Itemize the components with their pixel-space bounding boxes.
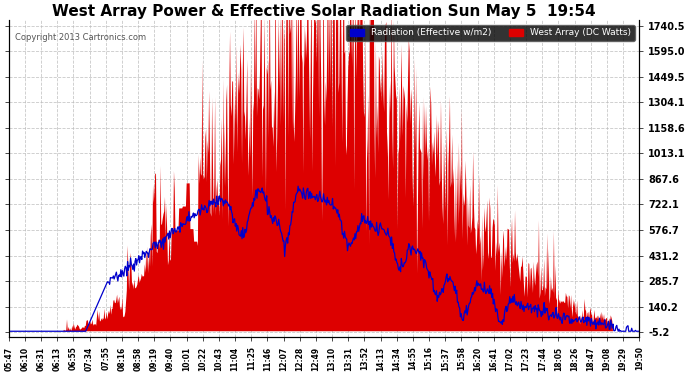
Legend: Radiation (Effective w/m2), West Array (DC Watts): Radiation (Effective w/m2), West Array (… <box>346 25 635 41</box>
Text: Copyright 2013 Cartronics.com: Copyright 2013 Cartronics.com <box>15 33 146 42</box>
Title: West Array Power & Effective Solar Radiation Sun May 5  19:54: West Array Power & Effective Solar Radia… <box>52 4 595 19</box>
